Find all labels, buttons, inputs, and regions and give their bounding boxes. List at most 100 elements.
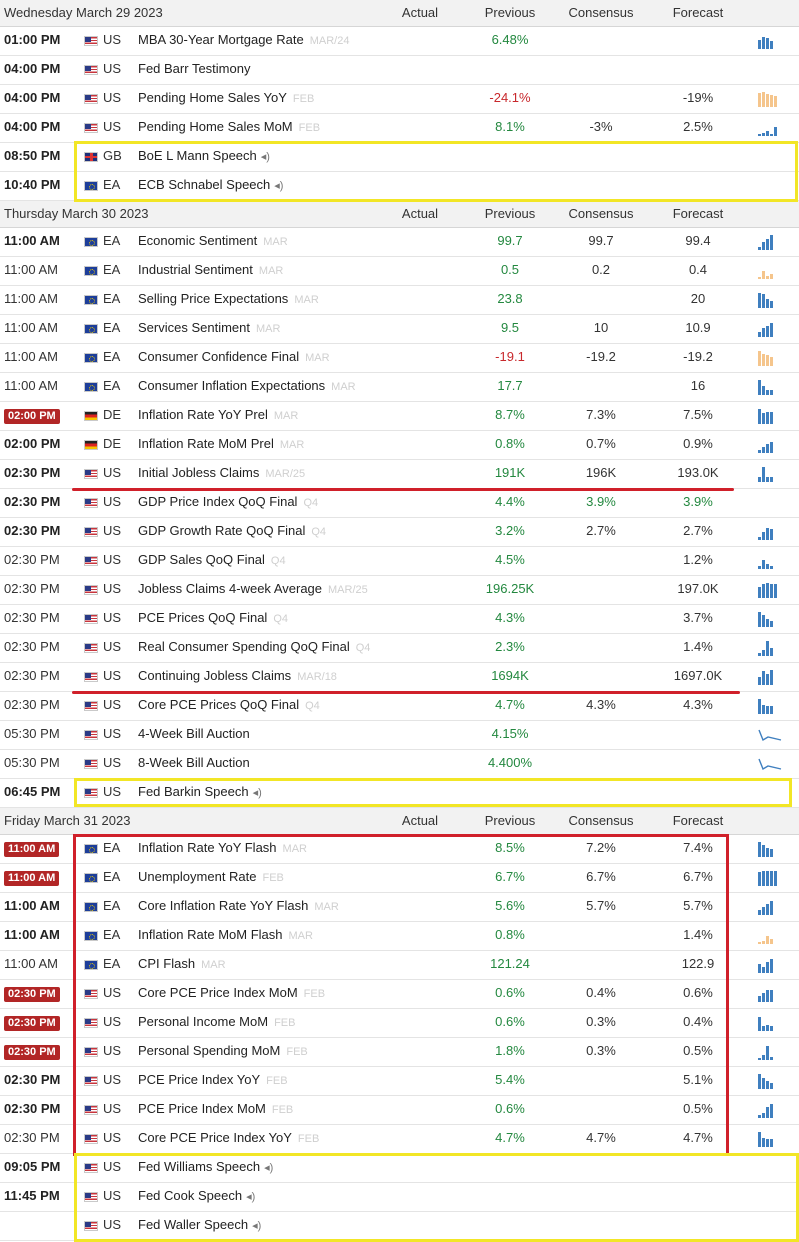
event-title[interactable]: ECB Schnabel Speech (138, 177, 271, 192)
mini-line-chart-icon[interactable] (758, 727, 784, 743)
mini-chart-icon[interactable] (758, 669, 784, 685)
event-name[interactable]: Fed Barr Testimony (138, 56, 400, 82)
event-title[interactable]: Core PCE Price Index MoM (138, 985, 298, 1000)
event-title[interactable]: PCE Price Index MoM (138, 1101, 266, 1116)
event-title[interactable]: Consumer Confidence Final (138, 349, 300, 364)
mini-chart-icon[interactable] (758, 1073, 784, 1089)
mini-chart-icon[interactable] (758, 899, 784, 915)
event-name[interactable]: Unemployment Rate FEB (138, 864, 400, 891)
column-header-forecast[interactable]: Forecast (672, 813, 724, 828)
mini-chart-icon[interactable] (758, 1044, 784, 1060)
mini-chart-icon[interactable] (758, 986, 784, 1002)
event-name[interactable]: Inflation Rate YoY Flash MAR (138, 835, 400, 862)
event-name[interactable]: Fed Waller Speech ◂) (138, 1212, 400, 1239)
event-title[interactable]: Pending Home Sales YoY (138, 90, 287, 105)
event-row[interactable]: 02:00 PM DE Inflation Rate MoM Prel MAR 0.8%… (0, 431, 799, 460)
event-name[interactable]: Continuing Jobless Claims MAR/18 (138, 663, 400, 690)
event-title[interactable]: Fed Cook Speech (138, 1188, 243, 1203)
event-row[interactable]: 11:00 AM EA Inflation Rate MoM Flash MAR 0.8… (0, 922, 799, 951)
column-header-consensus[interactable]: Consensus (568, 206, 634, 221)
mini-chart-icon[interactable] (758, 957, 784, 973)
mini-chart-icon[interactable] (758, 841, 784, 857)
event-title[interactable]: Continuing Jobless Claims (138, 668, 292, 683)
event-row[interactable]: 02:30 PM US Core PCE Price Index YoY FEB 4.7… (0, 1125, 799, 1154)
event-row[interactable]: 11:00 AM EA Core Inflation Rate YoY Flash M… (0, 893, 799, 922)
event-row[interactable]: 02:30 PM US Real Consumer Spending QoQ Fin… (0, 634, 799, 663)
event-name[interactable]: Personal Income MoM FEB (138, 1009, 400, 1036)
mini-chart-icon[interactable] (758, 350, 784, 366)
event-title[interactable]: Core PCE Price Index YoY (138, 1130, 292, 1145)
mini-chart-icon[interactable] (758, 611, 784, 627)
event-name[interactable]: ECB Schnabel Speech ◂) (138, 172, 400, 199)
event-title[interactable]: GDP Sales QoQ Final (138, 552, 265, 567)
event-name[interactable]: Industrial Sentiment MAR (138, 257, 400, 284)
event-row[interactable]: 11:00 AM EA Consumer Inflation Expectation… (0, 373, 799, 402)
event-name[interactable]: Core PCE Prices QoQ Final Q4 (138, 692, 400, 719)
event-title[interactable]: Unemployment Rate (138, 869, 257, 884)
event-name[interactable]: Consumer Confidence Final MAR (138, 344, 400, 371)
event-name[interactable]: Core PCE Price Index MoM FEB (138, 980, 400, 1007)
event-name[interactable]: Fed Williams Speech ◂) (138, 1154, 400, 1181)
event-row[interactable]: 04:00 PM US Fed Barr Testimony (0, 56, 799, 85)
mini-chart-icon[interactable] (758, 1131, 784, 1147)
event-row[interactable]: US Fed Waller Speech ◂) (0, 1212, 799, 1241)
event-row[interactable]: 04:00 PM US Pending Home Sales YoY FEB -24.1… (0, 85, 799, 114)
event-name[interactable]: Core PCE Price Index YoY FEB (138, 1125, 400, 1152)
event-title[interactable]: Inflation Rate MoM Prel (138, 436, 274, 451)
event-name[interactable]: Personal Spending MoM FEB (138, 1038, 400, 1065)
event-name[interactable]: Selling Price Expectations MAR (138, 286, 400, 313)
event-title[interactable]: CPI Flash (138, 956, 196, 971)
column-header-previous[interactable]: Previous (484, 5, 536, 20)
event-row[interactable]: 11:00 AM EA Services Sentiment MAR 9.5 10 10.9 (0, 315, 799, 344)
column-header-actual[interactable]: Actual (401, 813, 439, 828)
event-row[interactable]: 02:30 PM US Core PCE Prices QoQ Final Q4 4.7… (0, 692, 799, 721)
mini-chart-icon[interactable] (758, 466, 784, 482)
event-title[interactable]: Personal Income MoM (138, 1014, 269, 1029)
event-title[interactable]: Core Inflation Rate YoY Flash (138, 898, 309, 913)
event-title[interactable]: Inflation Rate YoY Flash (138, 840, 277, 855)
mini-chart-icon[interactable] (758, 1015, 784, 1031)
event-name[interactable]: Economic Sentiment MAR (138, 228, 400, 255)
event-title[interactable]: Economic Sentiment (138, 233, 258, 248)
event-name[interactable]: CPI Flash MAR (138, 951, 400, 978)
mini-chart-icon[interactable] (758, 379, 784, 395)
mini-chart-icon[interactable] (758, 120, 784, 136)
event-name[interactable]: BoE L Mann Speech ◂) (138, 143, 400, 170)
column-header-previous[interactable]: Previous (484, 206, 536, 221)
mini-chart-icon[interactable] (758, 524, 784, 540)
event-title[interactable]: Initial Jobless Claims (138, 465, 260, 480)
column-header-consensus[interactable]: Consensus (568, 5, 634, 20)
event-name[interactable]: GDP Growth Rate QoQ Final Q4 (138, 518, 400, 545)
event-name[interactable]: 8-Week Bill Auction (138, 750, 400, 776)
event-row[interactable]: 11:00 AM EA CPI Flash MAR 121.24 122.9 (0, 951, 799, 980)
event-name[interactable]: PCE Price Index YoY FEB (138, 1067, 400, 1094)
event-row[interactable]: 02:30 PM US Personal Spending MoM FEB 1.8% 0.… (0, 1038, 799, 1067)
mini-chart-icon[interactable] (758, 582, 784, 598)
event-title[interactable]: Fed Waller Speech (138, 1217, 249, 1232)
event-title[interactable]: 4-Week Bill Auction (138, 726, 250, 741)
event-row[interactable]: 02:30 PM US Personal Income MoM FEB 0.6% 0.3%… (0, 1009, 799, 1038)
event-title[interactable]: Core PCE Prices QoQ Final (138, 697, 300, 712)
event-title[interactable]: Fed Barr Testimony (138, 61, 251, 76)
mini-chart-icon[interactable] (758, 870, 784, 886)
column-header-forecast[interactable]: Forecast (672, 206, 724, 221)
event-row[interactable]: 01:00 PM US MBA 30-Year Mortgage Rate MAR/2… (0, 27, 799, 56)
event-row[interactable]: 02:30 PM US PCE Prices QoQ Final Q4 4.3% 3.7% (0, 605, 799, 634)
mini-chart-icon[interactable] (758, 263, 784, 279)
mini-line-chart-icon[interactable] (758, 756, 784, 772)
event-title[interactable]: Fed Williams Speech (138, 1159, 261, 1174)
event-row[interactable]: 02:30 PM US PCE Price Index YoY FEB 5.4% 5.1% (0, 1067, 799, 1096)
event-row[interactable]: 11:00 AM EA Economic Sentiment MAR 99.7 99.7 9… (0, 228, 799, 257)
event-row[interactable]: 11:00 AM EA Selling Price Expectations MAR 2… (0, 286, 799, 315)
event-name[interactable]: Inflation Rate YoY Prel MAR (138, 402, 400, 429)
event-row[interactable]: 11:45 PM US Fed Cook Speech ◂) (0, 1183, 799, 1212)
event-row[interactable]: 11:00 AM EA Unemployment Rate FEB 6.7% 6.7% 6.… (0, 864, 799, 893)
event-name[interactable]: Inflation Rate MoM Prel MAR (138, 431, 400, 458)
event-name[interactable]: PCE Prices QoQ Final Q4 (138, 605, 400, 632)
event-row[interactable]: 02:00 PM DE Inflation Rate YoY Prel MAR 8.7%… (0, 402, 799, 431)
event-name[interactable]: Real Consumer Spending QoQ Final Q4 (138, 634, 400, 661)
event-title[interactable]: MBA 30-Year Mortgage Rate (138, 32, 304, 47)
column-header-actual[interactable]: Actual (401, 206, 439, 221)
event-title[interactable]: GDP Growth Rate QoQ Final (138, 523, 306, 538)
event-name[interactable]: MBA 30-Year Mortgage Rate MAR/24 (138, 27, 400, 54)
